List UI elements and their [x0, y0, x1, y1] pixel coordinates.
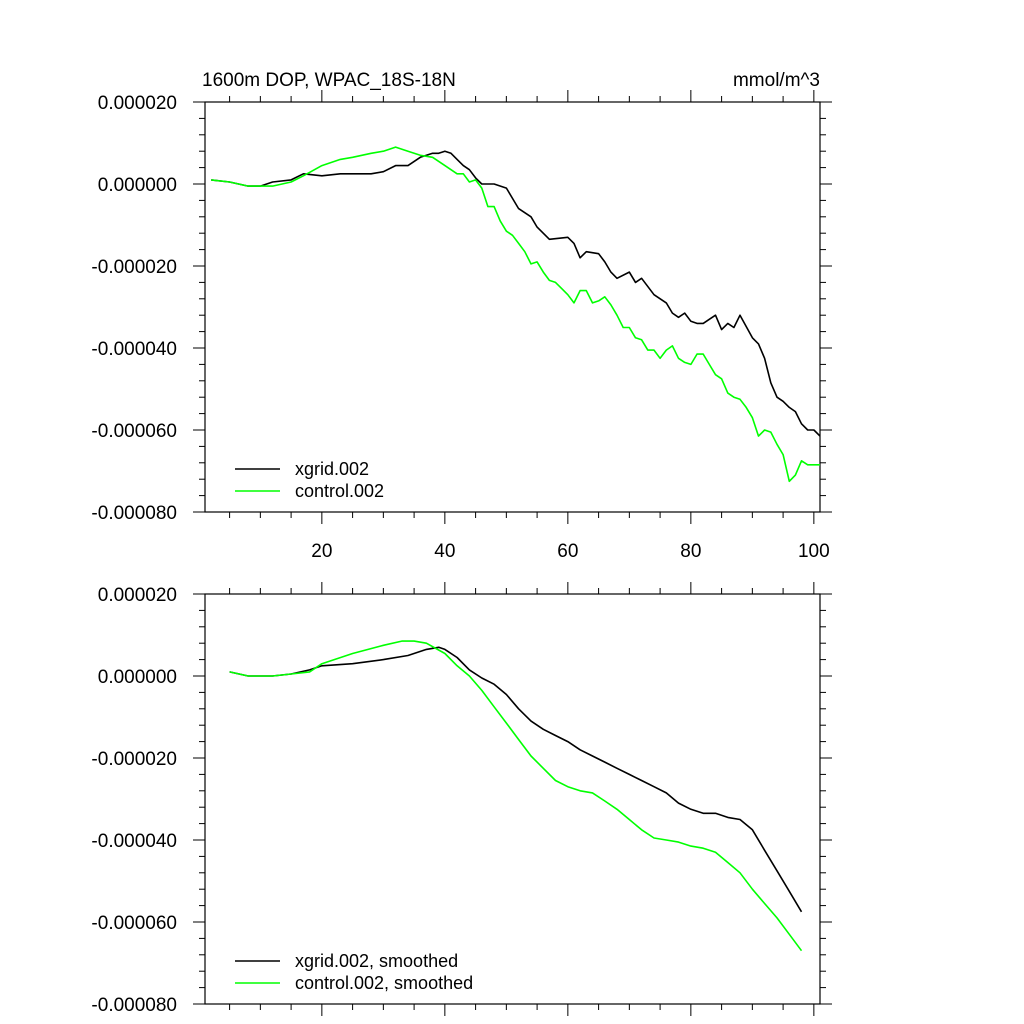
- y-tick-label: -0.000040: [91, 339, 177, 360]
- top-panel-legend: xgrid.002 control.002: [235, 459, 384, 501]
- bottom-panel-y-ticks: 0.000020 0.000000 -0.000020 -0.000040 -0.000…: [91, 585, 832, 1016]
- top-panel-plot-frame: [204, 101, 821, 513]
- y-tick-label: 0.000000: [98, 667, 177, 688]
- top-panel-x-ticks: 20 40 60 80 100: [229, 90, 830, 562]
- x-tick-label: 60: [557, 541, 578, 562]
- series-line-control-002: [211, 146, 820, 483]
- y-tick-label: -0.000080: [91, 995, 177, 1016]
- x-tick-label: 20: [311, 541, 332, 562]
- top-panel-series: [211, 146, 821, 483]
- series-line-control-002-smoothed: [229, 640, 803, 952]
- top-panel-title: 1600m DOP, WPAC_18S-18N: [202, 70, 456, 91]
- y-tick-label: -0.000080: [91, 503, 177, 524]
- y-tick-label: -0.000020: [91, 257, 177, 278]
- y-tick-label: 0.000000: [98, 175, 177, 196]
- x-tick-label: 80: [680, 541, 701, 562]
- series-line-xgrid-002: [211, 150, 821, 437]
- y-tick-label: -0.000020: [91, 749, 177, 770]
- bottom-panel: 0.000020 0.000000 -0.000020 -0.000040 -0.000…: [91, 582, 832, 1016]
- top-panel-y-ticks: 0.000020 0.000000 -0.000020 -0.000040 -0.000…: [91, 93, 832, 524]
- y-tick-label: -0.000060: [91, 913, 177, 934]
- series-line-xgrid-002-smoothed: [229, 646, 803, 913]
- legend-label-xgrid-002-smoothed: xgrid.002, smoothed: [295, 951, 458, 971]
- legend-label-control-002-smoothed: control.002, smoothed: [295, 973, 473, 993]
- x-tick-label: 40: [434, 541, 455, 562]
- bottom-panel-plot-frame: [204, 593, 821, 1005]
- bottom-panel-x-ticks: [229, 582, 815, 1016]
- y-tick-label: -0.000060: [91, 421, 177, 442]
- y-tick-label: -0.000040: [91, 831, 177, 852]
- bottom-panel-legend: xgrid.002, smoothed control.002, smoothe…: [235, 951, 473, 993]
- top-panel: 1600m DOP, WPAC_18S-18N mmol/m^3 20 40 60 8…: [91, 70, 832, 562]
- y-tick-label: 0.000020: [98, 93, 177, 114]
- y-tick-label: 0.000020: [98, 585, 177, 606]
- legend-label-control-002: control.002: [295, 481, 384, 501]
- bottom-panel-series: [229, 640, 803, 952]
- x-tick-label: 100: [798, 541, 830, 562]
- legend-label-xgrid-002: xgrid.002: [295, 459, 369, 479]
- top-panel-units: mmol/m^3: [733, 70, 820, 91]
